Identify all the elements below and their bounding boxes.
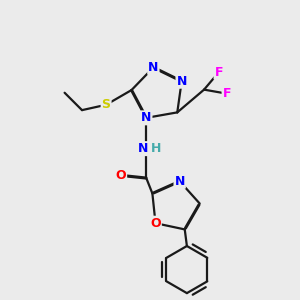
Text: N: N bbox=[175, 175, 185, 188]
Text: O: O bbox=[116, 169, 126, 182]
Text: F: F bbox=[214, 66, 223, 79]
Text: N: N bbox=[141, 111, 152, 124]
Text: N: N bbox=[148, 61, 159, 74]
Text: N: N bbox=[138, 142, 148, 155]
Text: S: S bbox=[102, 98, 111, 111]
Text: O: O bbox=[150, 217, 161, 230]
Text: F: F bbox=[223, 87, 231, 100]
Text: H: H bbox=[151, 142, 162, 155]
Text: N: N bbox=[176, 75, 187, 88]
